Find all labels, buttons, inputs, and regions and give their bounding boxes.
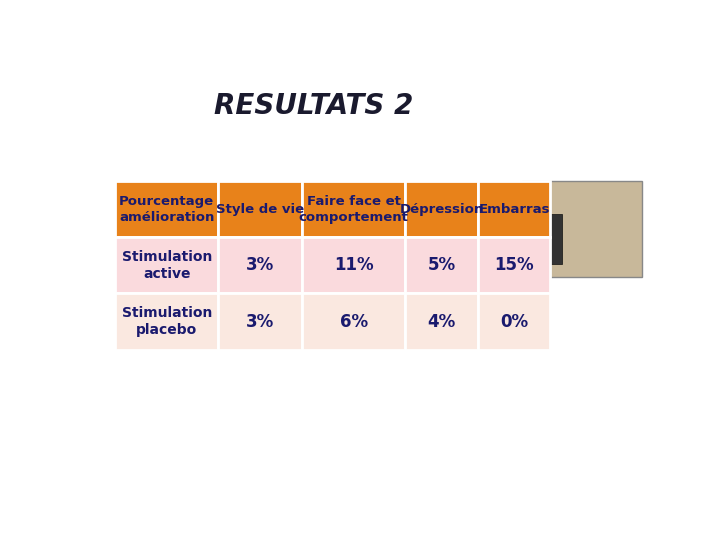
Text: Pourcentage
amélioration: Pourcentage amélioration <box>119 195 215 224</box>
FancyBboxPatch shape <box>302 238 405 294</box>
FancyBboxPatch shape <box>115 181 218 238</box>
FancyBboxPatch shape <box>478 238 550 294</box>
FancyBboxPatch shape <box>523 181 642 277</box>
FancyBboxPatch shape <box>405 294 478 349</box>
FancyBboxPatch shape <box>302 294 405 349</box>
Text: Dépression: Dépression <box>400 203 484 216</box>
FancyBboxPatch shape <box>218 181 302 238</box>
Text: RESULTATS 2: RESULTATS 2 <box>214 92 413 120</box>
Text: Faire face et
comportement: Faire face et comportement <box>299 195 408 224</box>
Text: 15%: 15% <box>494 256 534 274</box>
FancyBboxPatch shape <box>115 238 218 294</box>
Text: 11%: 11% <box>334 256 374 274</box>
Text: Embarras: Embarras <box>478 203 550 216</box>
Text: 3%: 3% <box>246 313 274 330</box>
Text: 6%: 6% <box>340 313 368 330</box>
FancyBboxPatch shape <box>218 294 302 349</box>
FancyBboxPatch shape <box>405 181 478 238</box>
FancyBboxPatch shape <box>115 294 218 349</box>
FancyBboxPatch shape <box>478 181 550 238</box>
Text: Stimulation
placebo: Stimulation placebo <box>122 306 212 337</box>
Text: Stimulation
active: Stimulation active <box>122 250 212 281</box>
Text: 0%: 0% <box>500 313 528 330</box>
Text: 3%: 3% <box>246 256 274 274</box>
FancyBboxPatch shape <box>528 214 562 265</box>
Text: 5%: 5% <box>428 256 456 274</box>
Text: 4%: 4% <box>428 313 456 330</box>
FancyBboxPatch shape <box>218 238 302 294</box>
FancyBboxPatch shape <box>302 181 405 238</box>
FancyBboxPatch shape <box>405 238 478 294</box>
Text: Style de vie: Style de vie <box>216 203 305 216</box>
FancyBboxPatch shape <box>478 294 550 349</box>
